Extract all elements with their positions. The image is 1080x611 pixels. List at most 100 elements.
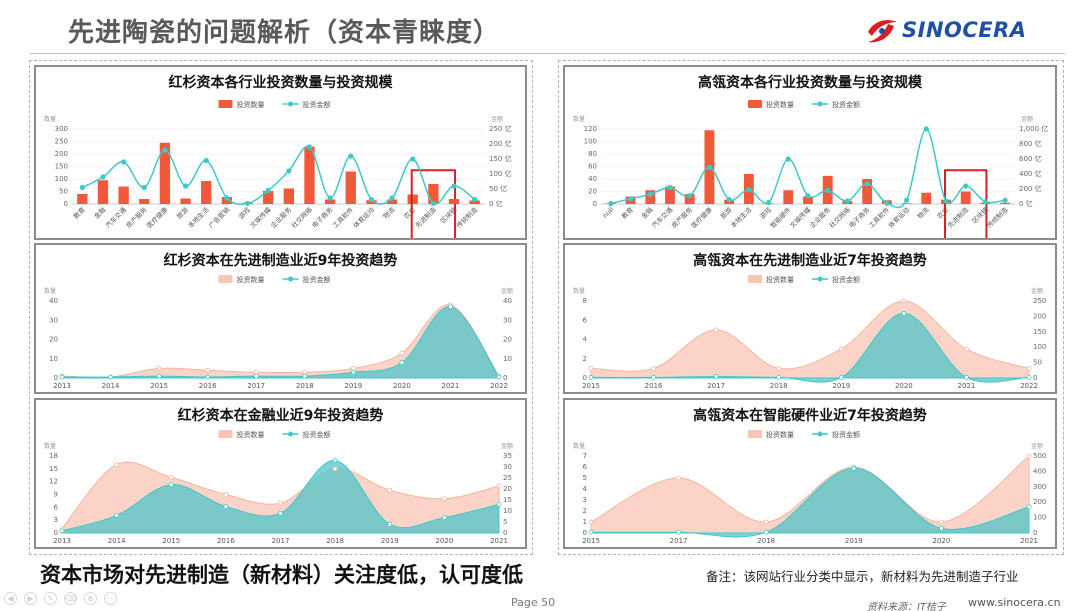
- x-tick-label: 先进制造: [945, 205, 970, 230]
- count-point: [496, 483, 502, 489]
- amount-point: [121, 159, 127, 165]
- y-tick-left: 80: [588, 150, 597, 158]
- y-tick-right: 0: [1033, 529, 1037, 537]
- amount-point: [964, 374, 969, 380]
- x-tick-label: 2015: [582, 382, 600, 390]
- amount-point: [851, 465, 857, 471]
- y-tick-left: 3: [54, 516, 58, 524]
- y-tick-left: 30: [49, 316, 58, 324]
- count-point: [763, 519, 769, 525]
- x-tick-label: 2015: [162, 537, 180, 545]
- y-axis-title-right: 金额: [1021, 115, 1033, 123]
- amount-point: [302, 373, 308, 379]
- y-tick-right: 10: [503, 507, 512, 515]
- y-axis-title-left: 数量: [44, 287, 56, 295]
- amount-point: [713, 374, 719, 379]
- y-tick-right: 200: [1033, 498, 1046, 506]
- source-note: 资料来源：IT桔子: [867, 602, 947, 611]
- amount-point: [726, 196, 732, 203]
- amount-point: [451, 183, 457, 189]
- chart-sequoia-industry: 红杉资本各行业投资数量与投资规模 投资数量 投资金额 数量 金额 0 50 100 150 200…: [34, 65, 527, 240]
- highlight-box: [410, 169, 457, 238]
- y-tick-right: 500: [1033, 452, 1046, 460]
- legend-swatch-count: [748, 430, 762, 438]
- y-tick-right: 400 亿: [1019, 169, 1042, 178]
- x-tick-label: 2020: [393, 382, 411, 390]
- y-tick-left: 40: [588, 175, 597, 183]
- legend-label: 投资数量: [237, 275, 265, 284]
- amount-point: [410, 156, 416, 162]
- x-tick-label: 旅游: [718, 205, 734, 221]
- x-tick-label: 2019: [381, 537, 399, 545]
- legend-swatch-amount-dot: [817, 101, 823, 107]
- count-point: [964, 346, 969, 352]
- legend-swatch-amount-dot: [288, 101, 293, 107]
- y-tick-left: 100: [55, 175, 68, 183]
- amount-point: [205, 374, 211, 380]
- eraser-icon[interactable]: ⌫: [64, 592, 77, 605]
- y-axis-title-left: 数量: [573, 442, 585, 450]
- legend-label: 投资金额: [303, 275, 331, 284]
- x-tick-label: 广告营销: [207, 205, 232, 230]
- count-point: [168, 474, 174, 480]
- amount-point: [923, 126, 929, 132]
- bar: [263, 191, 274, 204]
- pen-icon[interactable]: ✎: [44, 592, 57, 605]
- count-point: [114, 462, 120, 467]
- x-tick-label: 2022: [1020, 382, 1038, 390]
- amount-point: [765, 199, 772, 206]
- page-number: Page 50: [511, 596, 556, 609]
- x-tick-label: 2018: [296, 382, 314, 390]
- x-tick-label: 农业: [935, 205, 951, 221]
- count-point: [441, 496, 447, 502]
- amount-point: [844, 198, 851, 204]
- y-tick-right: 40: [503, 297, 512, 305]
- bar: [345, 171, 356, 204]
- count-point: [588, 519, 594, 525]
- y-tick-right: 20: [503, 485, 512, 493]
- amount-point: [472, 196, 478, 203]
- count-point: [676, 475, 681, 481]
- next-icon[interactable]: ▶: [24, 592, 37, 605]
- amount-point: [203, 157, 209, 164]
- legend-label: 投资金额: [832, 430, 860, 439]
- chart-title: 红杉资本在先进制造业近9年投资趋势: [164, 252, 398, 269]
- zoom-icon[interactable]: ⊕: [84, 592, 97, 605]
- amount-point: [141, 184, 147, 191]
- x-tick-label: 文娱传媒: [248, 205, 273, 230]
- y-tick-right: 20: [503, 336, 512, 344]
- count-point: [332, 466, 338, 472]
- x-tick-label: 2014: [108, 537, 126, 545]
- x-tick-label: 本地生活: [729, 205, 754, 230]
- legend-label: 投资数量: [237, 430, 265, 439]
- y-tick-left: 300: [55, 125, 68, 133]
- bar: [324, 199, 336, 204]
- x-tick-label: 2021: [442, 382, 460, 390]
- footnote-text: 备注：该网站行业分类中显示，新材料为先进制造子行业: [706, 569, 1019, 584]
- amount-point: [389, 195, 395, 201]
- amount-point: [448, 304, 453, 310]
- bar: [921, 192, 932, 204]
- y-tick-right: 50 亿: [489, 184, 507, 193]
- bar: [180, 198, 191, 204]
- x-tick-label: 2017: [670, 537, 688, 545]
- prev-icon[interactable]: ◀: [4, 592, 17, 605]
- amount-point: [706, 164, 713, 170]
- y-tick-right: 25: [503, 474, 512, 482]
- logo-text: SINOCERA: [902, 18, 1027, 42]
- count-point: [302, 369, 308, 375]
- y-axis-title-right: 金额: [501, 442, 513, 450]
- bar: [97, 180, 109, 204]
- y-tick-left: 20: [588, 188, 597, 196]
- amount-point: [156, 373, 162, 379]
- legend-label: 投资数量: [237, 100, 265, 109]
- amount-point: [903, 197, 910, 203]
- legend-swatch-count: [748, 100, 762, 108]
- amount-point: [182, 183, 189, 189]
- more-icon[interactable]: ⋯: [104, 592, 117, 605]
- amount-point: [59, 374, 65, 380]
